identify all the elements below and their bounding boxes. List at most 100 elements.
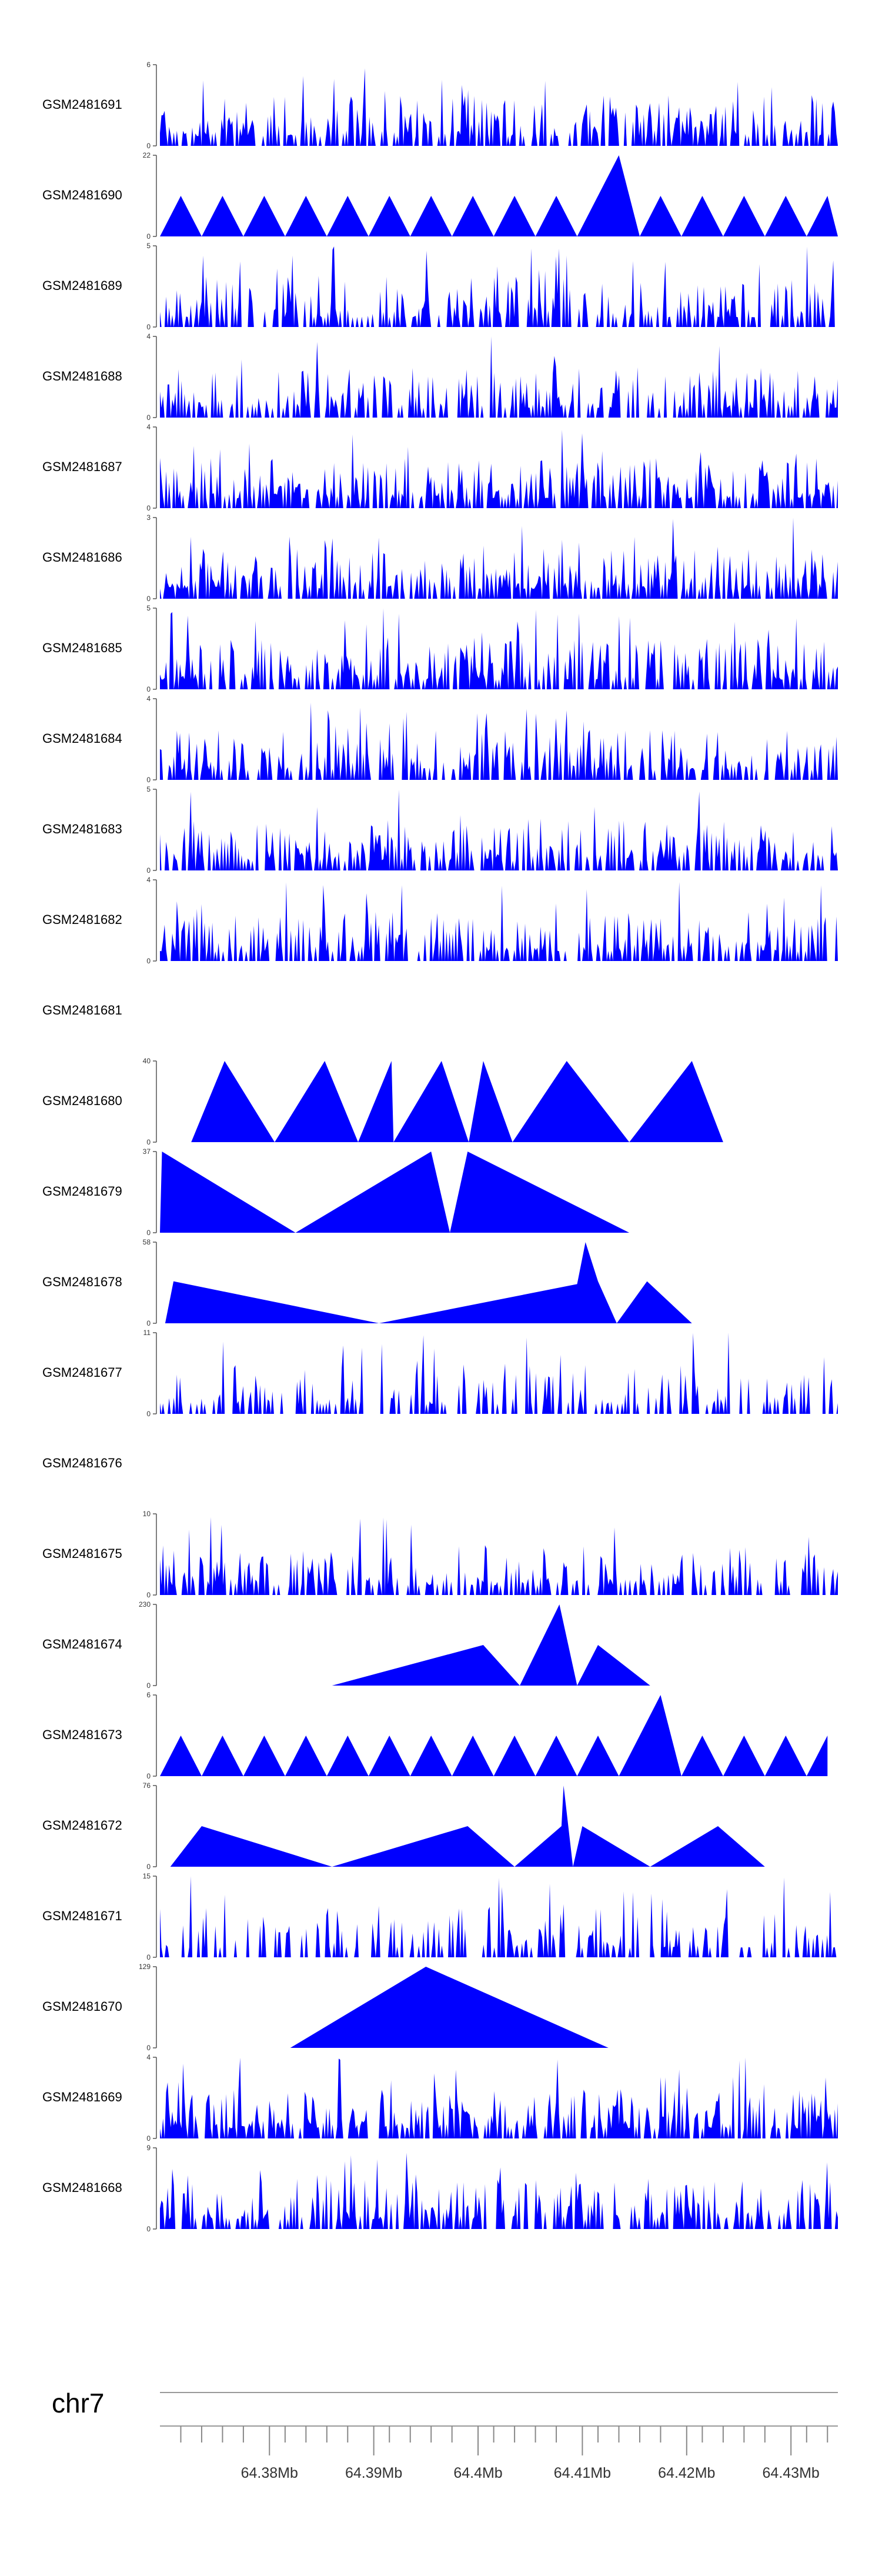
y-tick-label: 0	[146, 685, 151, 693]
track-GSM2481670: GSM2481670 129 0	[42, 1963, 609, 2052]
coverage-area	[160, 1876, 838, 1957]
y-tick-label: 4	[146, 2053, 151, 2061]
track-GSM2481686: GSM2481686 3 0	[42, 513, 838, 603]
track-label: GSM2481679	[42, 1184, 122, 1199]
y-tick-label: 4	[146, 423, 151, 431]
coverage-area	[191, 1061, 723, 1142]
y-tick-label: 0	[146, 2225, 151, 2233]
track-label: GSM2481673	[42, 1727, 122, 1742]
track-label: GSM2481682	[42, 912, 122, 927]
track-GSM2481685: GSM2481685 5 0	[42, 604, 838, 693]
track-label: GSM2481675	[42, 1546, 122, 1561]
coverage-area	[160, 1152, 630, 1233]
coverage-area	[160, 2153, 838, 2229]
y-tick-label: 5	[146, 242, 151, 250]
track-label: GSM2481671	[42, 1908, 122, 1923]
coverage-area	[160, 68, 838, 146]
coverage-area	[332, 1604, 650, 1686]
y-tick-label: 0	[146, 1138, 151, 1146]
coverage-area	[160, 429, 838, 508]
track-GSM2481674: GSM2481674 230 0	[42, 1600, 650, 1690]
track-label: GSM2481680	[42, 1093, 122, 1108]
coverage-area	[160, 2057, 838, 2138]
y-tick-label: 0	[146, 1319, 151, 1327]
track-GSM2481668: GSM2481668 9 0	[42, 2144, 838, 2233]
y-tick-label: 3	[146, 513, 151, 522]
track-label: GSM2481686	[42, 550, 122, 565]
y-tick-label: 0	[146, 1863, 151, 1871]
y-tick-label: 0	[146, 957, 151, 965]
track-label: GSM2481672	[42, 1818, 122, 1833]
y-tick-label: 6	[146, 61, 151, 69]
y-tick-label: 40	[143, 1057, 151, 1065]
data-tracks: GSM248169160GSM2481690220GSM248168950GSM…	[42, 61, 838, 2233]
y-tick-label: 58	[143, 1238, 151, 1246]
y-tick-label: 0	[146, 504, 151, 512]
track-GSM2481689: GSM2481689 5 0	[42, 242, 838, 331]
coverage-area	[160, 882, 838, 961]
y-tick-label: 10	[143, 1510, 151, 1518]
y-tick-label: 4	[146, 876, 151, 884]
y-tick-label: 11	[143, 1329, 151, 1337]
track-label: GSM2481681	[42, 1003, 122, 1017]
track-GSM2481677: GSM2481677 11 0	[42, 1329, 838, 1418]
track-GSM2481690: GSM2481690 22 0	[42, 151, 838, 241]
track-GSM2481675: GSM2481675 10 0	[42, 1510, 838, 1599]
y-tick-label: 230	[139, 1600, 151, 1609]
y-tick-label: 0	[146, 1953, 151, 1961]
track-label: GSM2481670	[42, 1999, 122, 2014]
track-GSM2481691: GSM2481691 6 0	[42, 61, 838, 150]
coverage-area	[160, 336, 838, 418]
x-tick-label: 64.4Mb	[453, 2465, 502, 2481]
track-label: GSM2481668	[42, 2180, 122, 2195]
track-label: GSM2481684	[42, 731, 122, 746]
x-tick-label: 64.43Mb	[763, 2465, 820, 2481]
coverage-area	[170, 1786, 765, 1867]
y-tick-label: 6	[146, 1691, 151, 1699]
x-tick-label: 64.41Mb	[554, 2465, 611, 2481]
y-tick-label: 0	[146, 142, 151, 150]
y-tick-label: 37	[143, 1147, 151, 1156]
track-GSM2481684: GSM2481684 4 0	[42, 695, 838, 784]
track-GSM2481680: GSM2481680 40 0	[42, 1057, 723, 1146]
coverage-area	[160, 608, 838, 689]
track-GSM2481671: GSM2481671 15 0	[42, 1872, 838, 1961]
y-tick-label: 0	[146, 866, 151, 875]
coverage-area	[160, 1517, 838, 1595]
coverage-area	[160, 1695, 828, 1776]
track-label: GSM2481674	[42, 1637, 122, 1651]
y-tick-label: 9	[146, 2144, 151, 2152]
y-tick-label: 5	[146, 604, 151, 612]
track-GSM2481687: GSM2481687 4 0	[42, 423, 838, 512]
y-tick-label: 0	[146, 1229, 151, 1237]
track-label: GSM2481689	[42, 278, 122, 293]
y-tick-label: 0	[146, 1410, 151, 1418]
coverage-area	[165, 1242, 726, 1323]
y-tick-label: 4	[146, 695, 151, 703]
y-tick-label: 0	[146, 1591, 151, 1599]
coverage-area	[160, 1333, 838, 1414]
coverage-area	[160, 518, 838, 599]
y-tick-label: 22	[143, 151, 151, 159]
track-label: GSM2481687	[42, 459, 122, 474]
track-GSM2481673: GSM2481673 6 0	[42, 1691, 828, 1780]
y-tick-label: 0	[146, 413, 151, 422]
track-label: GSM2481677	[42, 1365, 122, 1380]
genome-axis: chr7 64.38Mb 64.39Mb 64.4Mb 64.41Mb 64.42Mb 6…	[52, 2388, 838, 2481]
track-GSM2481669: GSM2481669 4 0	[42, 2053, 838, 2143]
x-tick-label: 64.38Mb	[241, 2465, 298, 2481]
x-tick-label: 64.39Mb	[345, 2465, 402, 2481]
y-tick-label: 129	[139, 1963, 151, 1971]
coverage-area	[160, 702, 838, 780]
track-GSM2481678: GSM2481678 58 0	[42, 1238, 726, 1327]
y-tick-label: 5	[146, 785, 151, 793]
track-GSM2481672: GSM2481672 76 0	[42, 1781, 765, 1871]
chromosome-label: chr7	[52, 2388, 104, 2418]
coverage-area	[160, 155, 838, 236]
x-tick-label: 64.42Mb	[658, 2465, 715, 2481]
y-tick-label: 4	[146, 332, 151, 341]
coverage-area	[160, 246, 838, 327]
y-tick-label: 15	[143, 1872, 151, 1880]
y-tick-label: 0	[146, 2044, 151, 2052]
